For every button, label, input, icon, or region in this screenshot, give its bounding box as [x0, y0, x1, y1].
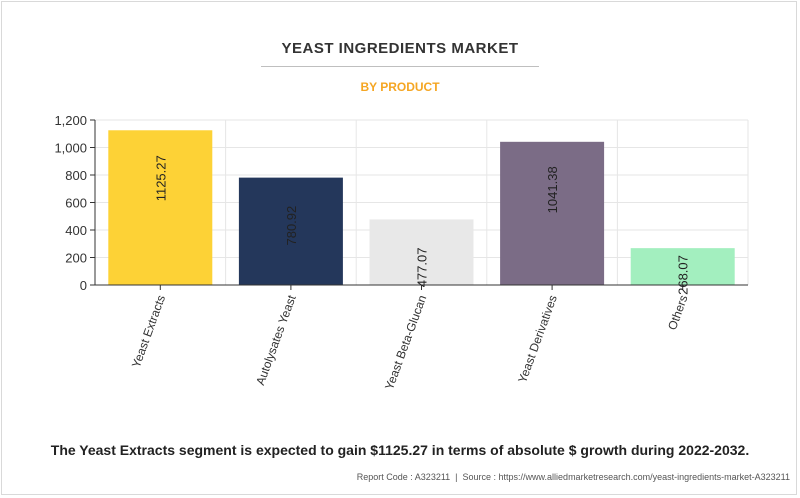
bar-value-label: 268.07 [676, 255, 691, 295]
x-tick-label: Yeast Derivatives [515, 293, 560, 385]
x-tick-label: Autolysates Yeast [253, 293, 299, 387]
bars-layer [108, 130, 735, 285]
chart-caption: The Yeast Extracts segment is expected t… [50, 442, 750, 458]
bar-others [630, 248, 735, 285]
bar-yeast-derivatives [500, 141, 605, 285]
bar-yeast-beta-glucan [369, 219, 474, 285]
y-tick-label: 1,000 [54, 141, 87, 156]
report-code: Report Code : A323211 [356, 472, 451, 482]
bar-value-label: 477.07 [415, 248, 430, 288]
y-tick-label: 600 [65, 196, 87, 211]
source-line: Report Code : A323211 | Source : https://w… [357, 472, 790, 482]
y-tick-label: 800 [65, 168, 87, 183]
source-link[interactable]: Source : https://www.alliedmarketresearc… [462, 472, 790, 482]
y-tick-label: 400 [65, 223, 87, 238]
x-tick-label: Yeast Beta-Glucan [382, 293, 429, 391]
y-tick-label: 200 [65, 251, 87, 266]
bar-yeast-extracts [108, 130, 213, 285]
bar-value-label: 1125.27 [153, 155, 168, 201]
x-tick-label: Yeast Extracts [129, 293, 168, 369]
bar-value-label: 1041.38 [545, 166, 560, 213]
title-divider [261, 66, 539, 67]
bar-autolysates-yeast [238, 177, 343, 285]
chart-subtitle: BY PRODUCT [360, 80, 440, 94]
y-tick-label: 1,200 [54, 113, 87, 128]
separator: | [455, 472, 458, 482]
bar-value-label: 780.92 [284, 206, 299, 246]
x-tick-label: Others [665, 293, 690, 332]
axis-layer [90, 119, 748, 290]
chart-title: YEAST INGREDIENTS MARKET [281, 40, 519, 57]
y-tick-label: 0 [80, 278, 87, 293]
